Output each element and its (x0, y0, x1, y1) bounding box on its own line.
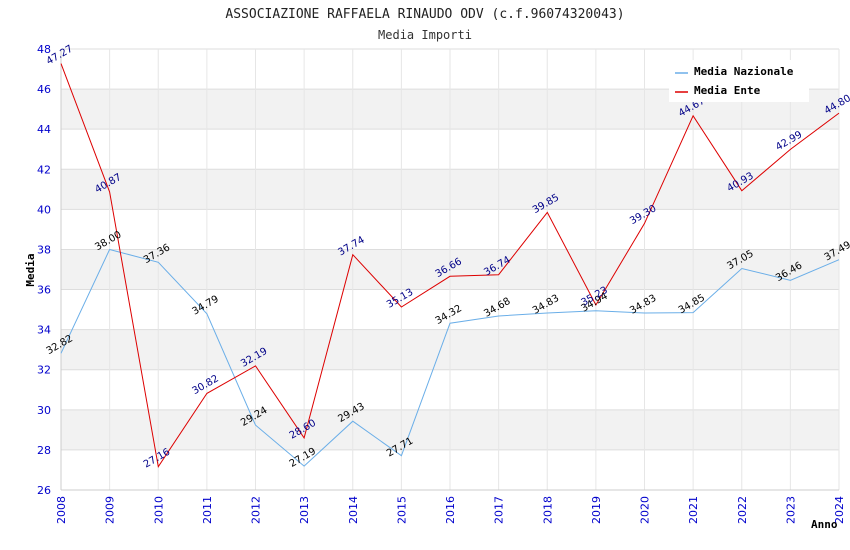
y-tick-label: 32 (37, 364, 51, 377)
data-label-media-ente: 42.99 (774, 129, 804, 153)
y-tick-label: 28 (37, 444, 51, 457)
data-label-media-nazionale: 34.32 (434, 303, 464, 327)
x-tick-label: 2008 (55, 496, 68, 524)
y-tick-label: 48 (37, 43, 51, 56)
y-tick-label: 46 (37, 83, 51, 96)
x-tick-label: 2010 (152, 496, 165, 524)
grid-lines (60, 48, 840, 491)
y-tick-label: 38 (37, 243, 51, 256)
y-tick-label: 34 (37, 324, 51, 337)
y-tick-label: 26 (37, 484, 51, 497)
x-tick-labels: 2008 2009 2010 2011 2012 2013 2014 2015 2016 2017… (55, 496, 846, 524)
chart-title: ASSOCIAZIONE RAFFAELA RINAUDO ODV (c.f.9… (225, 7, 624, 22)
x-tick-label: 2020 (639, 496, 652, 524)
chart-subtitle: Media Importi (378, 28, 472, 42)
axes (60, 49, 839, 491)
y-tick-label: 44 (37, 123, 51, 136)
y-tick-label: 30 (37, 404, 51, 417)
x-tick-label: 2012 (250, 496, 263, 524)
legend-label-media-ente: Media Ente (694, 84, 761, 97)
series-line-media-ente (60, 63, 840, 469)
y-axis-title: Media (24, 253, 37, 286)
x-axis-title: Anno (811, 518, 838, 531)
y-tick-label: 36 (37, 284, 51, 297)
x-tick-label: 2018 (541, 496, 554, 524)
x-tick-label: 2013 (298, 496, 311, 524)
legend: Media Nazionale Media Ente (669, 60, 809, 102)
x-tick-label: 2014 (347, 496, 360, 524)
series-line-media-nazionale (60, 248, 840, 467)
x-tick-label: 2016 (444, 496, 457, 524)
legend-label-media-nazionale: Media Nazionale (694, 65, 794, 78)
legend-background (669, 60, 809, 102)
data-label-media-nazionale: 34.79 (190, 294, 220, 318)
y-tick-label: 40 (37, 203, 51, 216)
x-tick-label: 2024 (833, 496, 846, 524)
x-tick-label: 2009 (104, 496, 117, 524)
x-tick-label: 2023 (784, 496, 797, 524)
x-tick-label: 2022 (736, 496, 749, 524)
x-tick-label: 2017 (493, 496, 506, 524)
x-tick-label: 2021 (687, 496, 700, 524)
x-tick-label: 2019 (590, 496, 603, 524)
y-tick-label: 42 (37, 163, 51, 176)
y-tick-labels: 26 28 30 32 34 36 38 40 42 44 46 48 (37, 43, 51, 497)
series-lines (60, 63, 840, 469)
data-label-media-ente: 30.82 (190, 373, 220, 397)
data-label-media-ente: 35.13 (385, 287, 415, 311)
x-tick-label: 2011 (201, 496, 214, 524)
x-tick-label: 2015 (395, 496, 408, 524)
